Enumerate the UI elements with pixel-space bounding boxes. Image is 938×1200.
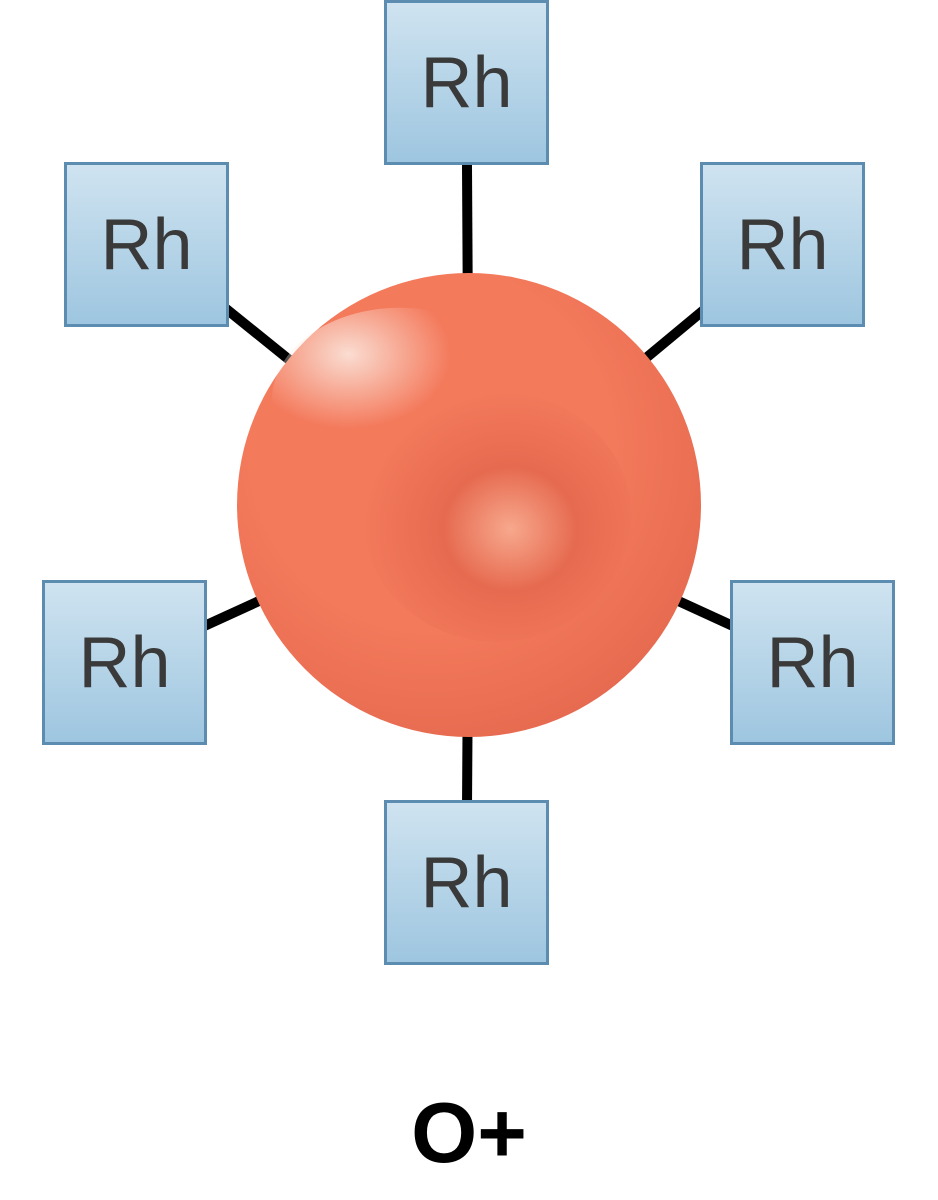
diagram-stage: Rh Rh Rh Rh Rh Rh O+ (0, 0, 938, 1200)
rh-antigen-label: Rh (766, 622, 858, 704)
blood-type-label: O+ (411, 1086, 527, 1181)
rh-antigen-box: Rh (700, 162, 865, 327)
blood-type-caption: O+ (0, 1085, 938, 1183)
rh-antigen-box: Rh (64, 162, 229, 327)
rh-antigen-box: Rh (42, 580, 207, 745)
rh-antigen-label: Rh (736, 204, 828, 286)
rh-antigen-label: Rh (100, 204, 192, 286)
red-blood-cell-svg (237, 273, 701, 737)
red-blood-cell (237, 273, 701, 742)
rh-antigen-box: Rh (384, 800, 549, 965)
rh-antigen-box: Rh (384, 0, 549, 165)
rh-antigen-label: Rh (420, 842, 512, 924)
rh-antigen-label: Rh (78, 622, 170, 704)
rh-antigen-box: Rh (730, 580, 895, 745)
rh-antigen-label: Rh (420, 42, 512, 124)
